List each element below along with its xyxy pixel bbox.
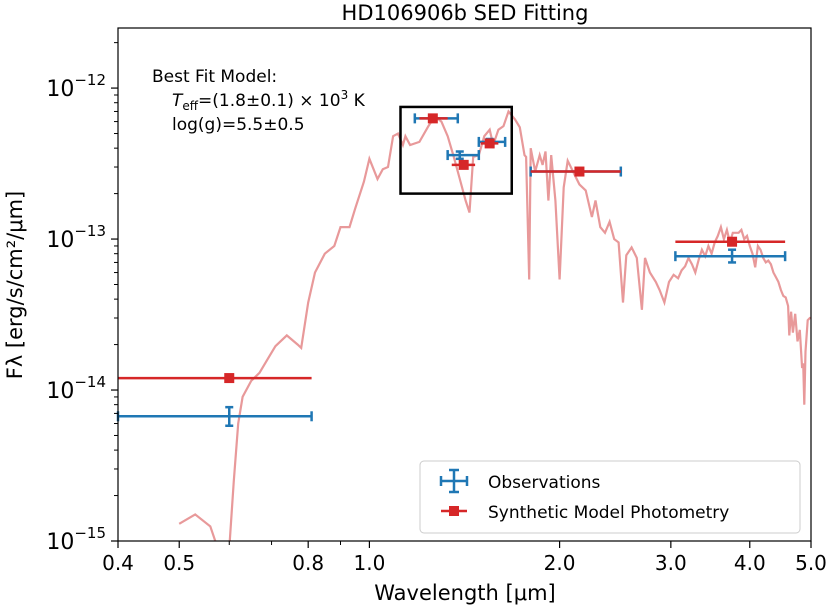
legend-synthetic-label: Synthetic Model Photometry [488,503,729,523]
y-tick-label-1: 10−14 [46,373,106,404]
y-tick-base-3: 10 [46,77,74,102]
zoom-box [399,105,514,195]
y-tick-base-1: 10 [46,379,74,404]
synthetic-point-1 [419,113,448,124]
x-tick-label-6: 4.0 [734,551,766,575]
observation-point-0 [116,405,313,427]
model-spectrum-layer [178,109,811,541]
observation-point-2 [446,150,481,161]
synthetic-marker-0 [224,373,235,384]
synthetic-point-2 [451,159,476,170]
observation-point-5 [674,248,787,264]
synthetic-marker-4 [574,166,585,177]
chart-title: HD106906b SED Fitting [342,1,589,25]
teff-unit: K [348,91,365,111]
teff-exponent: 3 [341,88,349,102]
x-tick-label-2: 0.8 [292,551,324,575]
teff-subscript: eff [182,99,198,113]
x-axis-label: Wavelength [μm] [374,581,555,605]
y-tick-label-3: 10−12 [46,71,106,102]
synthetic-marker-1 [427,113,438,124]
y-tick-label-2: 10−13 [46,222,106,253]
x-tick-label-3: 1.0 [354,551,386,575]
x-tick-label-5: 3.0 [655,551,687,575]
legend-box [419,460,801,534]
model-spectrum-line [178,109,811,541]
synthetic-point-5 [675,236,786,247]
synthetic-point-3 [480,138,499,149]
y-tick-exponent-1: −14 [74,373,106,391]
synthetic-marker-2 [458,159,469,170]
annotation-line-1: Best Fit Model: [152,67,277,87]
y-tick-exponent-2: −13 [74,222,106,240]
legend-observations-label: Observations [488,473,601,493]
x-tick-label-7: 5.0 [795,551,827,575]
legend-synthetic-marker [441,506,467,516]
x-tick-label-0: 0.4 [102,551,134,575]
photometry-points-layer [116,113,787,427]
y-tick-exponent-3: −12 [74,71,106,89]
x-tick-label-1: 0.5 [163,551,195,575]
axes-layer: 0.4 0.5 0.8 1.0 2.0 3.0 4.0 5.010−1510−1410−131… [46,42,827,575]
y-tick-base-2: 10 [46,228,74,253]
best-fit-annotation: Best Fit Model: Teff=(1.8±0.1) × 103 K l… [152,67,366,135]
synthetic-marker-5 [727,236,738,247]
synthetic-point-4 [530,166,621,177]
teff-symbol: T [172,91,184,111]
annotation-line-2: Teff=(1.8±0.1) × 103 K [172,88,366,113]
legend-observations-marker [439,468,469,494]
y-axis-label: Fλ [erg/s/cm²/μm] [3,191,27,380]
synthetic-marker-3 [484,138,495,149]
y-tick-exponent-0: −15 [74,524,106,542]
x-tick-label-4: 2.0 [544,551,576,575]
y-tick-label-0: 10−15 [46,524,106,555]
y-tick-base-0: 10 [46,530,74,555]
teff-value: =(1.8±0.1) × 10 [198,91,341,111]
legend: Observations Synthetic Model Photometry [419,460,801,534]
annotation-line-3: log(g)=5.5±0.5 [172,115,305,135]
synthetic-point-0 [118,373,312,384]
